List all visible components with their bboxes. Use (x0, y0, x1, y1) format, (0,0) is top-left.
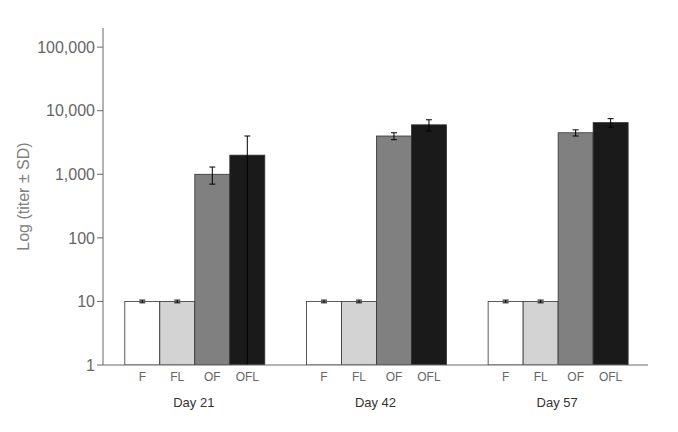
svg-text:Day 21: Day 21 (173, 395, 214, 410)
svg-text:FL: FL (352, 370, 366, 384)
svg-text:OFL: OFL (599, 370, 623, 384)
svg-text:Day 57: Day 57 (537, 395, 578, 410)
svg-text:10,000: 10,000 (46, 102, 95, 119)
svg-text:OFL: OFL (236, 370, 260, 384)
svg-text:FL: FL (170, 370, 184, 384)
svg-text:FL: FL (534, 370, 548, 384)
svg-text:100: 100 (68, 230, 95, 247)
svg-text:Day 42: Day 42 (355, 395, 396, 410)
svg-text:OFL: OFL (417, 370, 441, 384)
svg-text:OF: OF (386, 370, 403, 384)
svg-text:Log (titer ± SD): Log (titer ± SD) (15, 142, 32, 250)
svg-text:100,000: 100,000 (37, 39, 95, 56)
svg-text:OF: OF (567, 370, 584, 384)
svg-text:F: F (320, 370, 327, 384)
svg-text:1,000: 1,000 (55, 166, 95, 183)
svg-text:10: 10 (77, 293, 95, 310)
svg-text:1: 1 (86, 357, 95, 374)
svg-text:F: F (502, 370, 509, 384)
svg-text:OF: OF (204, 370, 221, 384)
svg-text:F: F (139, 370, 146, 384)
